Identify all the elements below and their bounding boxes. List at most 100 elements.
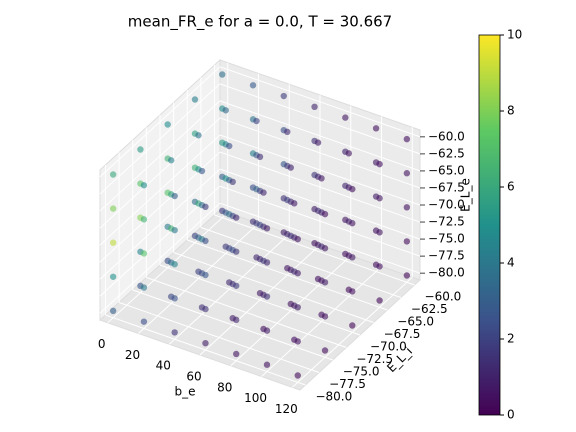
point [376, 195, 383, 202]
point [109, 171, 117, 178]
colorbar-tick-label: 10 [507, 28, 522, 42]
point [349, 322, 356, 329]
point [349, 185, 356, 193]
z-tick-label: −70.0 [428, 198, 465, 212]
grid-line [200, 227, 402, 298]
z-tick-label: −72.5 [428, 215, 465, 229]
grid-line [99, 168, 221, 280]
x-tick-label: 100 [244, 391, 267, 405]
point [294, 235, 301, 243]
y-tick-label: −62.5 [411, 302, 448, 316]
grid-line [219, 202, 421, 274]
colorbar-tick-label: 8 [507, 104, 515, 118]
point [233, 282, 240, 289]
point [376, 263, 383, 270]
point [253, 117, 260, 125]
z-tick-label: −62.5 [428, 146, 465, 160]
colorbar-tick-label: 0 [507, 408, 515, 422]
point [140, 284, 148, 291]
colorbar [478, 34, 501, 416]
point [349, 288, 356, 295]
point [191, 96, 199, 103]
point [233, 214, 240, 221]
y-tick-label: −72.5 [356, 352, 393, 366]
point [403, 204, 411, 211]
point [202, 271, 209, 279]
point [256, 153, 264, 161]
point [280, 92, 287, 100]
point [263, 225, 271, 232]
point [171, 192, 178, 200]
point [349, 220, 356, 227]
point [263, 327, 271, 334]
point [233, 316, 240, 324]
grid-line [173, 252, 374, 323]
point [321, 313, 329, 320]
point [376, 297, 383, 304]
x-tick-label: 20 [125, 348, 140, 362]
point [109, 239, 117, 246]
grid-line [219, 151, 421, 223]
grid-line [105, 314, 306, 386]
y-tick-label: −60.0 [425, 290, 462, 304]
point [171, 329, 178, 336]
point [403, 170, 411, 177]
point [229, 178, 236, 186]
point [233, 248, 240, 255]
y-tick-label: −75.0 [343, 365, 380, 379]
point [342, 114, 349, 121]
x-tick-label: 120 [275, 402, 298, 416]
point [291, 200, 298, 207]
point [403, 238, 411, 245]
point [321, 347, 329, 354]
z-tick-label: −80.0 [428, 266, 465, 280]
point [263, 293, 271, 300]
grid-line [219, 168, 421, 240]
grid-line [99, 83, 221, 195]
y-tick-label: −70.0 [370, 340, 407, 354]
point [314, 139, 322, 146]
chart-title: mean_FR_e for a = 0.0, T = 30.667 [128, 13, 392, 32]
grid-line [146, 277, 347, 348]
point [321, 210, 329, 218]
point [109, 307, 117, 315]
point [140, 216, 148, 223]
colorbar-tick-label: 4 [507, 256, 515, 270]
grid-line [99, 202, 221, 314]
y-tick-label: −67.5 [384, 327, 421, 341]
grid-line [187, 239, 388, 311]
point [171, 261, 178, 268]
grid-line [219, 117, 421, 189]
x-tick-label: 80 [217, 380, 232, 394]
point [403, 135, 411, 143]
point [294, 304, 301, 311]
colorbar-tick-label: 6 [507, 180, 515, 194]
point [376, 160, 383, 168]
point [403, 272, 411, 279]
point [140, 318, 148, 325]
grid-line [219, 83, 421, 155]
grid-line [132, 289, 333, 361]
point [311, 103, 318, 111]
point [202, 237, 209, 245]
point [198, 167, 206, 175]
point [202, 339, 209, 347]
point [263, 259, 271, 266]
point [202, 203, 209, 211]
point [349, 254, 356, 261]
z-tick-label: −77.5 [428, 249, 465, 263]
y-tick-label: −77.5 [329, 377, 366, 391]
x-tick-label: 0 [98, 337, 106, 351]
x-tick-label: 60 [186, 370, 201, 384]
point [222, 107, 229, 114]
point [171, 295, 178, 302]
grid-line [99, 134, 221, 246]
points [109, 71, 411, 379]
point [294, 270, 301, 277]
point [164, 121, 171, 128]
grid-line [219, 134, 421, 206]
colorbar-tick-label: 2 [507, 332, 515, 346]
point [345, 150, 353, 157]
